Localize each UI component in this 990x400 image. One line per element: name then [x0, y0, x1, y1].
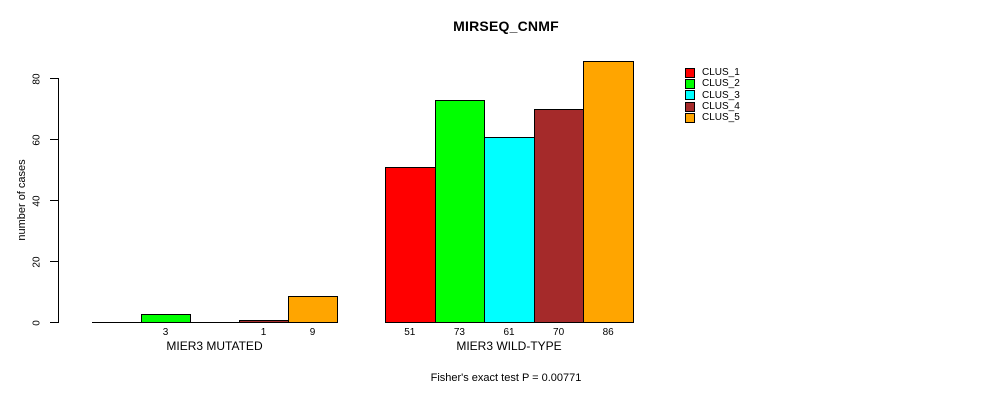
bar-value-label: 3	[162, 327, 169, 338]
bar-value-label: 86	[602, 327, 614, 338]
bar	[484, 137, 535, 323]
chart-title: MIRSEQ_CNMF	[453, 18, 559, 34]
y-axis-tick	[50, 261, 58, 262]
legend-swatch	[685, 78, 695, 89]
y-axis-tick-label: 0	[31, 319, 43, 326]
bar	[141, 314, 191, 323]
bar	[288, 296, 338, 323]
y-axis-tick-label: 40	[31, 194, 43, 207]
legend-swatch	[685, 101, 695, 112]
legend-entry: CLUS_2	[685, 78, 740, 89]
legend-entry: CLUS_1	[685, 67, 740, 78]
bar-value-label: 51	[404, 327, 416, 338]
group-label: MIER3 WILD-TYPE	[456, 339, 562, 353]
footer-annotation: Fisher's exact test P = 0.00771	[430, 372, 582, 384]
legend: CLUS_1 CLUS_2 CLUS_3 CLUS_4 CLUS_5	[685, 67, 740, 123]
y-axis-tick	[50, 322, 58, 323]
y-axis-tick	[50, 200, 58, 201]
y-axis-line	[58, 78, 59, 323]
bar-value-label: 70	[553, 327, 565, 338]
legend-label: CLUS_1	[702, 67, 740, 79]
y-axis-tick-label: 80	[31, 72, 43, 85]
group-baseline	[92, 322, 337, 323]
legend-label: CLUS_5	[702, 112, 740, 124]
bar	[533, 109, 585, 323]
y-axis-tick-label: 60	[31, 133, 43, 146]
bar	[434, 100, 486, 323]
legend-label: CLUS_3	[702, 89, 740, 101]
legend-swatch	[685, 112, 695, 123]
y-axis-tick	[50, 78, 58, 79]
group-label: MIER3 MUTATED	[166, 339, 263, 353]
legend-entry: CLUS_3	[685, 90, 740, 101]
legend-swatch	[685, 90, 695, 101]
bar	[385, 167, 436, 323]
legend-entry: CLUS_4	[685, 101, 740, 112]
legend-label: CLUS_2	[702, 78, 740, 90]
y-axis-tick-label: 20	[31, 255, 43, 268]
bar-value-label: 73	[453, 327, 465, 338]
legend-entry: CLUS_5	[685, 112, 740, 123]
bar-value-label: 9	[309, 327, 316, 338]
bar	[239, 320, 289, 323]
legend-label: CLUS_4	[702, 101, 740, 113]
bar-value-label: 1	[260, 327, 267, 338]
y-axis-tick	[50, 139, 58, 140]
bar	[583, 61, 634, 323]
legend-swatch	[685, 67, 695, 78]
bar-value-label: 61	[503, 327, 515, 338]
